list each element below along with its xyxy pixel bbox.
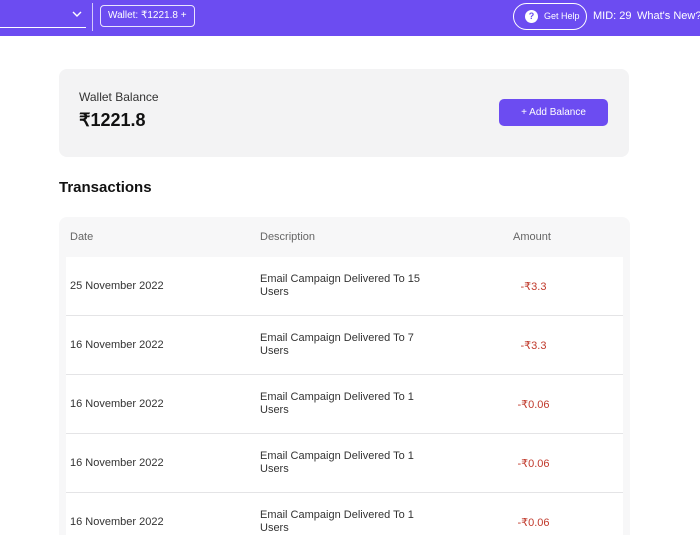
wallet-chip-button[interactable]: Wallet: ₹1221.8 + — [100, 5, 195, 27]
row-amount: -₹0.06 — [517, 517, 550, 529]
row-description: Email Campaign Delivered To 15 Users — [260, 273, 420, 298]
table-body: 25 November 2022 Email Campaign Delivere… — [66, 257, 623, 535]
table-row: 16 November 2022 Email Campaign Delivere… — [66, 434, 623, 493]
row-date: 16 November 2022 — [70, 398, 164, 410]
add-balance-button[interactable]: + Add Balance — [499, 99, 608, 126]
navbar-divider — [92, 3, 93, 31]
chevron-down-icon — [72, 11, 82, 17]
row-description: Email Campaign Delivered To 1 Users — [260, 509, 414, 534]
row-date: 16 November 2022 — [70, 516, 164, 528]
transactions-title: Transactions — [59, 179, 152, 196]
table-row: 16 November 2022 Email Campaign Delivere… — [66, 375, 623, 434]
table-row: 16 November 2022 Email Campaign Delivere… — [66, 493, 623, 535]
get-help-label: Get Help — [544, 11, 580, 21]
wallet-balance-label: Wallet Balance — [79, 90, 159, 104]
transactions-table: Date Description Amount 25 November 2022… — [59, 217, 630, 535]
question-circle-icon: ? — [525, 10, 538, 23]
column-header-amount: Amount — [513, 231, 551, 243]
row-date: 16 November 2022 — [70, 339, 164, 351]
column-header-date: Date — [70, 231, 94, 243]
merchant-id-label: MID: 29 — [593, 10, 632, 22]
row-description: Email Campaign Delivered To 7 Users — [260, 332, 414, 357]
row-amount: -₹3.3 — [520, 281, 547, 293]
row-description: Email Campaign Delivered To 1 Users — [260, 450, 414, 475]
table-row: 25 November 2022 Email Campaign Delivere… — [66, 257, 623, 316]
whats-new-link[interactable]: What's New? — [637, 10, 700, 22]
get-help-button[interactable]: ? Get Help — [513, 3, 587, 30]
table-row: 16 November 2022 Email Campaign Delivere… — [66, 316, 623, 375]
column-header-description: Description — [260, 231, 316, 243]
row-description: Email Campaign Delivered To 1 Users — [260, 391, 414, 416]
wallet-balance-amount: ₹1221.8 — [79, 110, 146, 130]
row-amount: -₹3.3 — [520, 340, 547, 352]
row-amount: -₹0.06 — [517, 399, 550, 411]
row-date: 25 November 2022 — [70, 280, 164, 292]
row-date: 16 November 2022 — [70, 457, 164, 469]
store-select-dropdown[interactable] — [0, 0, 86, 28]
wallet-balance-card: Wallet Balance ₹1221.8 + Add Balance — [59, 69, 629, 157]
table-header: Date Description Amount — [59, 217, 630, 257]
row-amount: -₹0.06 — [517, 458, 550, 470]
top-navbar: Wallet: ₹1221.8 + ? Get Help MID: 29 Wha… — [0, 0, 700, 36]
